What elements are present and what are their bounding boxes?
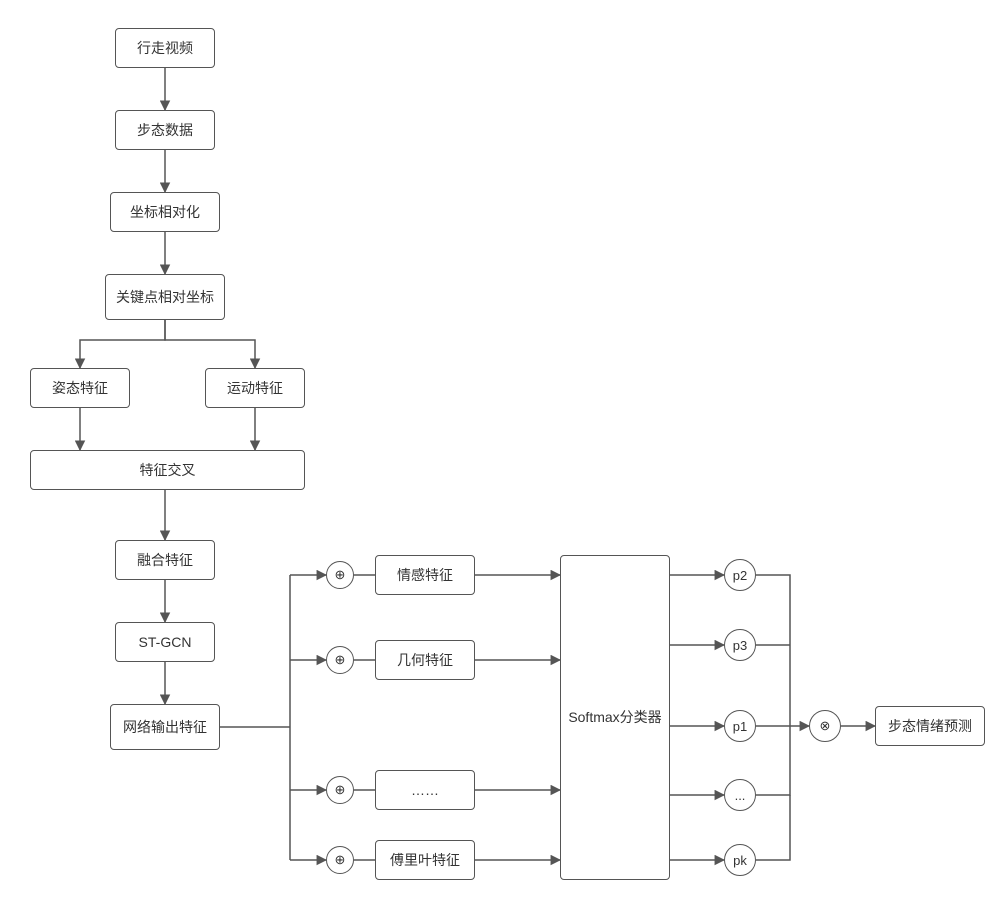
prob-pk: pk — [724, 844, 756, 876]
node-pose-feature: 姿态特征 — [30, 368, 130, 408]
op-plus-2: ⊕ — [326, 646, 354, 674]
prob-p3: p3 — [724, 629, 756, 661]
node-softmax: Softmax分类器 — [560, 555, 670, 880]
label: …… — [411, 781, 439, 799]
node-feature-cross: 特征交叉 — [30, 450, 305, 490]
label: 傅里叶特征 — [390, 851, 460, 869]
node-motion-feature: 运动特征 — [205, 368, 305, 408]
label: 情感特征 — [397, 566, 453, 584]
label: 特征交叉 — [140, 461, 196, 479]
label: ⊕ — [335, 652, 346, 668]
label: p3 — [733, 638, 747, 653]
label: 步态数据 — [137, 121, 193, 139]
node-stgcn: ST-GCN — [115, 622, 215, 662]
node-keypoint-coords: 关键点相对坐标 — [105, 274, 225, 320]
label: pk — [733, 853, 747, 868]
label: 行走视频 — [137, 39, 193, 57]
prob-p2: p2 — [724, 559, 756, 591]
node-coord-relative: 坐标相对化 — [110, 192, 220, 232]
label: 关键点相对坐标 — [116, 288, 214, 306]
node-gait-data: 步态数据 — [115, 110, 215, 150]
node-geometry-feature: 几何特征 — [375, 640, 475, 680]
op-plus-3: ⊕ — [326, 776, 354, 804]
label: 姿态特征 — [52, 379, 108, 397]
label: ⊗ — [820, 718, 831, 734]
label: 步态情绪预测 — [888, 717, 972, 735]
prob-dots: ... — [724, 779, 756, 811]
label: 几何特征 — [397, 651, 453, 669]
node-walking-video: 行走视频 — [115, 28, 215, 68]
label: 运动特征 — [227, 379, 283, 397]
label: ST-GCN — [139, 633, 192, 651]
label: 坐标相对化 — [130, 203, 200, 221]
label: ... — [735, 788, 746, 803]
op-plus-1: ⊕ — [326, 561, 354, 589]
label: ⊕ — [335, 782, 346, 798]
node-prediction: 步态情绪预测 — [875, 706, 985, 746]
node-fourier-feature: 傅里叶特征 — [375, 840, 475, 880]
op-multiply: ⊗ — [809, 710, 841, 742]
node-net-output: 网络输出特征 — [110, 704, 220, 750]
node-fused-feature: 融合特征 — [115, 540, 215, 580]
label: p1 — [733, 719, 747, 734]
label: 融合特征 — [137, 551, 193, 569]
label: ⊕ — [335, 567, 346, 583]
label: ⊕ — [335, 852, 346, 868]
label: 网络输出特征 — [123, 718, 207, 736]
op-plus-4: ⊕ — [326, 846, 354, 874]
node-ellipsis-feature: …… — [375, 770, 475, 810]
label: p2 — [733, 568, 747, 583]
label: Softmax分类器 — [568, 708, 661, 726]
node-emotion-feature: 情感特征 — [375, 555, 475, 595]
prob-p1: p1 — [724, 710, 756, 742]
